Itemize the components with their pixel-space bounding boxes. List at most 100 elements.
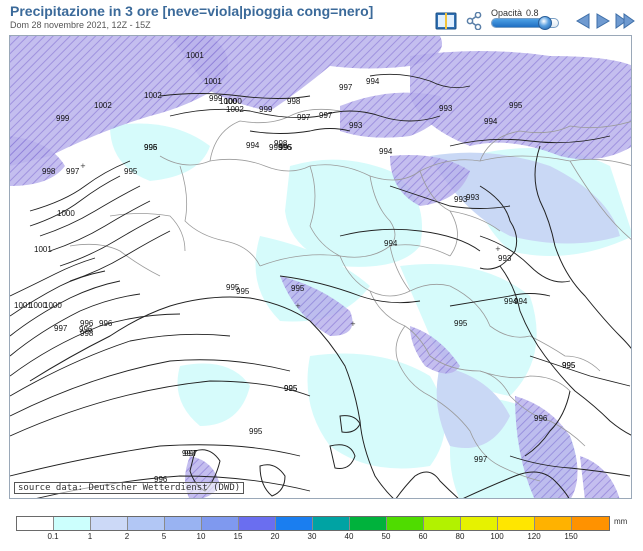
isobar-label: 998 xyxy=(42,167,56,176)
isobar-label: 994 xyxy=(366,77,380,86)
legend-tick-label: 10 xyxy=(196,532,206,541)
isobar-label: 994 xyxy=(379,147,393,156)
isobar-label: 995 xyxy=(509,101,523,110)
opacity-slider-fill xyxy=(492,19,547,27)
legend-tick-label: 5 xyxy=(161,532,167,541)
opacity-slider[interactable] xyxy=(491,16,559,30)
legend-swatch xyxy=(535,517,572,530)
legend-swatch xyxy=(572,517,609,530)
legend-swatch xyxy=(387,517,424,530)
svg-text:+: + xyxy=(80,162,86,170)
isobar-label: 995 xyxy=(226,283,240,292)
isobar-label: 995 xyxy=(236,287,250,296)
isobar-label: 997 xyxy=(297,113,311,122)
isobar-label: 995 xyxy=(291,284,305,293)
isobar-label: 996 xyxy=(144,143,158,152)
legend-swatch xyxy=(498,517,535,530)
legend-swatch xyxy=(128,517,165,530)
isobar-label: 997 xyxy=(54,324,68,333)
legend-tick-label: 80 xyxy=(455,532,465,541)
isobar-lines xyxy=(10,73,631,498)
isobar-label: 1002 xyxy=(144,91,162,100)
isobar-label: 999 xyxy=(259,105,273,114)
step-back-icon[interactable] xyxy=(574,12,592,35)
isobar-label: 997 xyxy=(474,455,488,464)
legend-tick-label: 120 xyxy=(527,532,541,541)
precipitation-map[interactable]: 1001 1002 1002 1002 1001 1000 999 1000 999 997 998… xyxy=(9,35,632,499)
opacity-value: 0.8 xyxy=(526,8,539,18)
snow-areas xyxy=(10,36,631,498)
legend-tick-label: 0.1 xyxy=(47,532,59,541)
isobar-label: 995 xyxy=(124,167,138,176)
legend-color-scale xyxy=(16,516,610,531)
legend-swatch xyxy=(91,517,128,530)
isobar-label: 993 xyxy=(498,254,512,263)
share-icon[interactable] xyxy=(466,11,482,35)
legend-swatch xyxy=(165,517,202,530)
legend-tick-label: 1 xyxy=(87,532,93,541)
isobar-label: 1000 xyxy=(44,301,62,310)
legend-tick-label: 40 xyxy=(344,532,354,541)
isobar-label: 997 xyxy=(339,83,353,92)
legend-tick-label: 20 xyxy=(270,532,280,541)
isobar-label: 1001 xyxy=(14,301,32,310)
play-icon[interactable] xyxy=(594,12,612,35)
legend-tick-label: 60 xyxy=(418,532,428,541)
legend-unit: mm xyxy=(614,517,628,526)
svg-text:+: + xyxy=(495,245,501,253)
isobar-label: 1002 xyxy=(94,101,112,110)
isobar-label: 995 xyxy=(562,361,576,370)
legend-tick-label: 150 xyxy=(564,532,578,541)
isobar-label: 1001 xyxy=(204,77,222,86)
moderate-rain-areas xyxy=(430,152,620,448)
isobar-label: 994 xyxy=(484,117,498,126)
legend-tick-label: 2 xyxy=(124,532,130,541)
isobar-label: 995 xyxy=(562,361,576,370)
administrative-borders xyxy=(69,108,631,482)
map-view-icon[interactable] xyxy=(435,11,457,36)
legend-tick-label: 100 xyxy=(490,532,504,541)
isobar-label: 996 xyxy=(79,325,93,334)
isobar-label: 995 xyxy=(279,143,293,152)
source-credit: source data: Deutscher Wetterdienst (DWD… xyxy=(14,482,245,494)
step-forward-icon[interactable] xyxy=(614,12,636,35)
legend-swatch xyxy=(350,517,387,530)
isobar-label: 995 xyxy=(144,143,158,152)
precipitation-legend: mm 0.1 1 2 5 10 15 20 30 40 50 60 80 100 120 150 xyxy=(0,511,643,551)
isobar-label: 997 xyxy=(66,167,80,176)
isobar-label: 995 xyxy=(249,427,263,436)
isobar-label: 994 xyxy=(514,297,528,306)
isobar-label: 999 xyxy=(56,114,70,123)
isobar-label: 997 xyxy=(184,449,198,458)
isobar-label: 996 xyxy=(80,319,94,328)
isobar-label: 995 xyxy=(284,384,298,393)
legend-swatch xyxy=(424,517,461,530)
isobar-label: 1000 xyxy=(219,97,237,106)
isobar-label: 995 xyxy=(269,143,283,152)
isobar-label: 1000 xyxy=(29,301,47,310)
isobar-label: 998 xyxy=(287,97,301,106)
isobar-label: 1000 xyxy=(57,209,75,218)
legend-swatch xyxy=(17,517,54,530)
isobar-label: 993 xyxy=(454,195,468,204)
svg-text:+: + xyxy=(295,302,301,310)
isobar-label: 1000 xyxy=(224,97,242,106)
forecast-time: Dom 28 novembre 2021, 12Z - 15Z xyxy=(10,20,151,30)
isobar-label: 995 xyxy=(284,384,298,393)
isobar-label: 995 xyxy=(454,319,468,328)
isobar-label: 993 xyxy=(466,193,480,202)
location-markers: + + + + xyxy=(80,162,501,328)
legend-swatch xyxy=(202,517,239,530)
isobar-label: 994 xyxy=(384,239,398,248)
isobar-label: 997 xyxy=(319,111,333,120)
isobar-label: 993 xyxy=(349,121,363,130)
opacity-slider-handle[interactable] xyxy=(538,16,553,30)
legend-tick-label: 50 xyxy=(381,532,391,541)
isobar-label: 996 xyxy=(534,414,548,423)
isobar-label: 994 xyxy=(504,297,518,306)
opacity-label-text: Opacità xyxy=(491,8,523,18)
page-title: Precipitazione in 3 ore [neve=viola|piog… xyxy=(10,3,374,19)
isobar-label: 996 xyxy=(154,475,168,484)
